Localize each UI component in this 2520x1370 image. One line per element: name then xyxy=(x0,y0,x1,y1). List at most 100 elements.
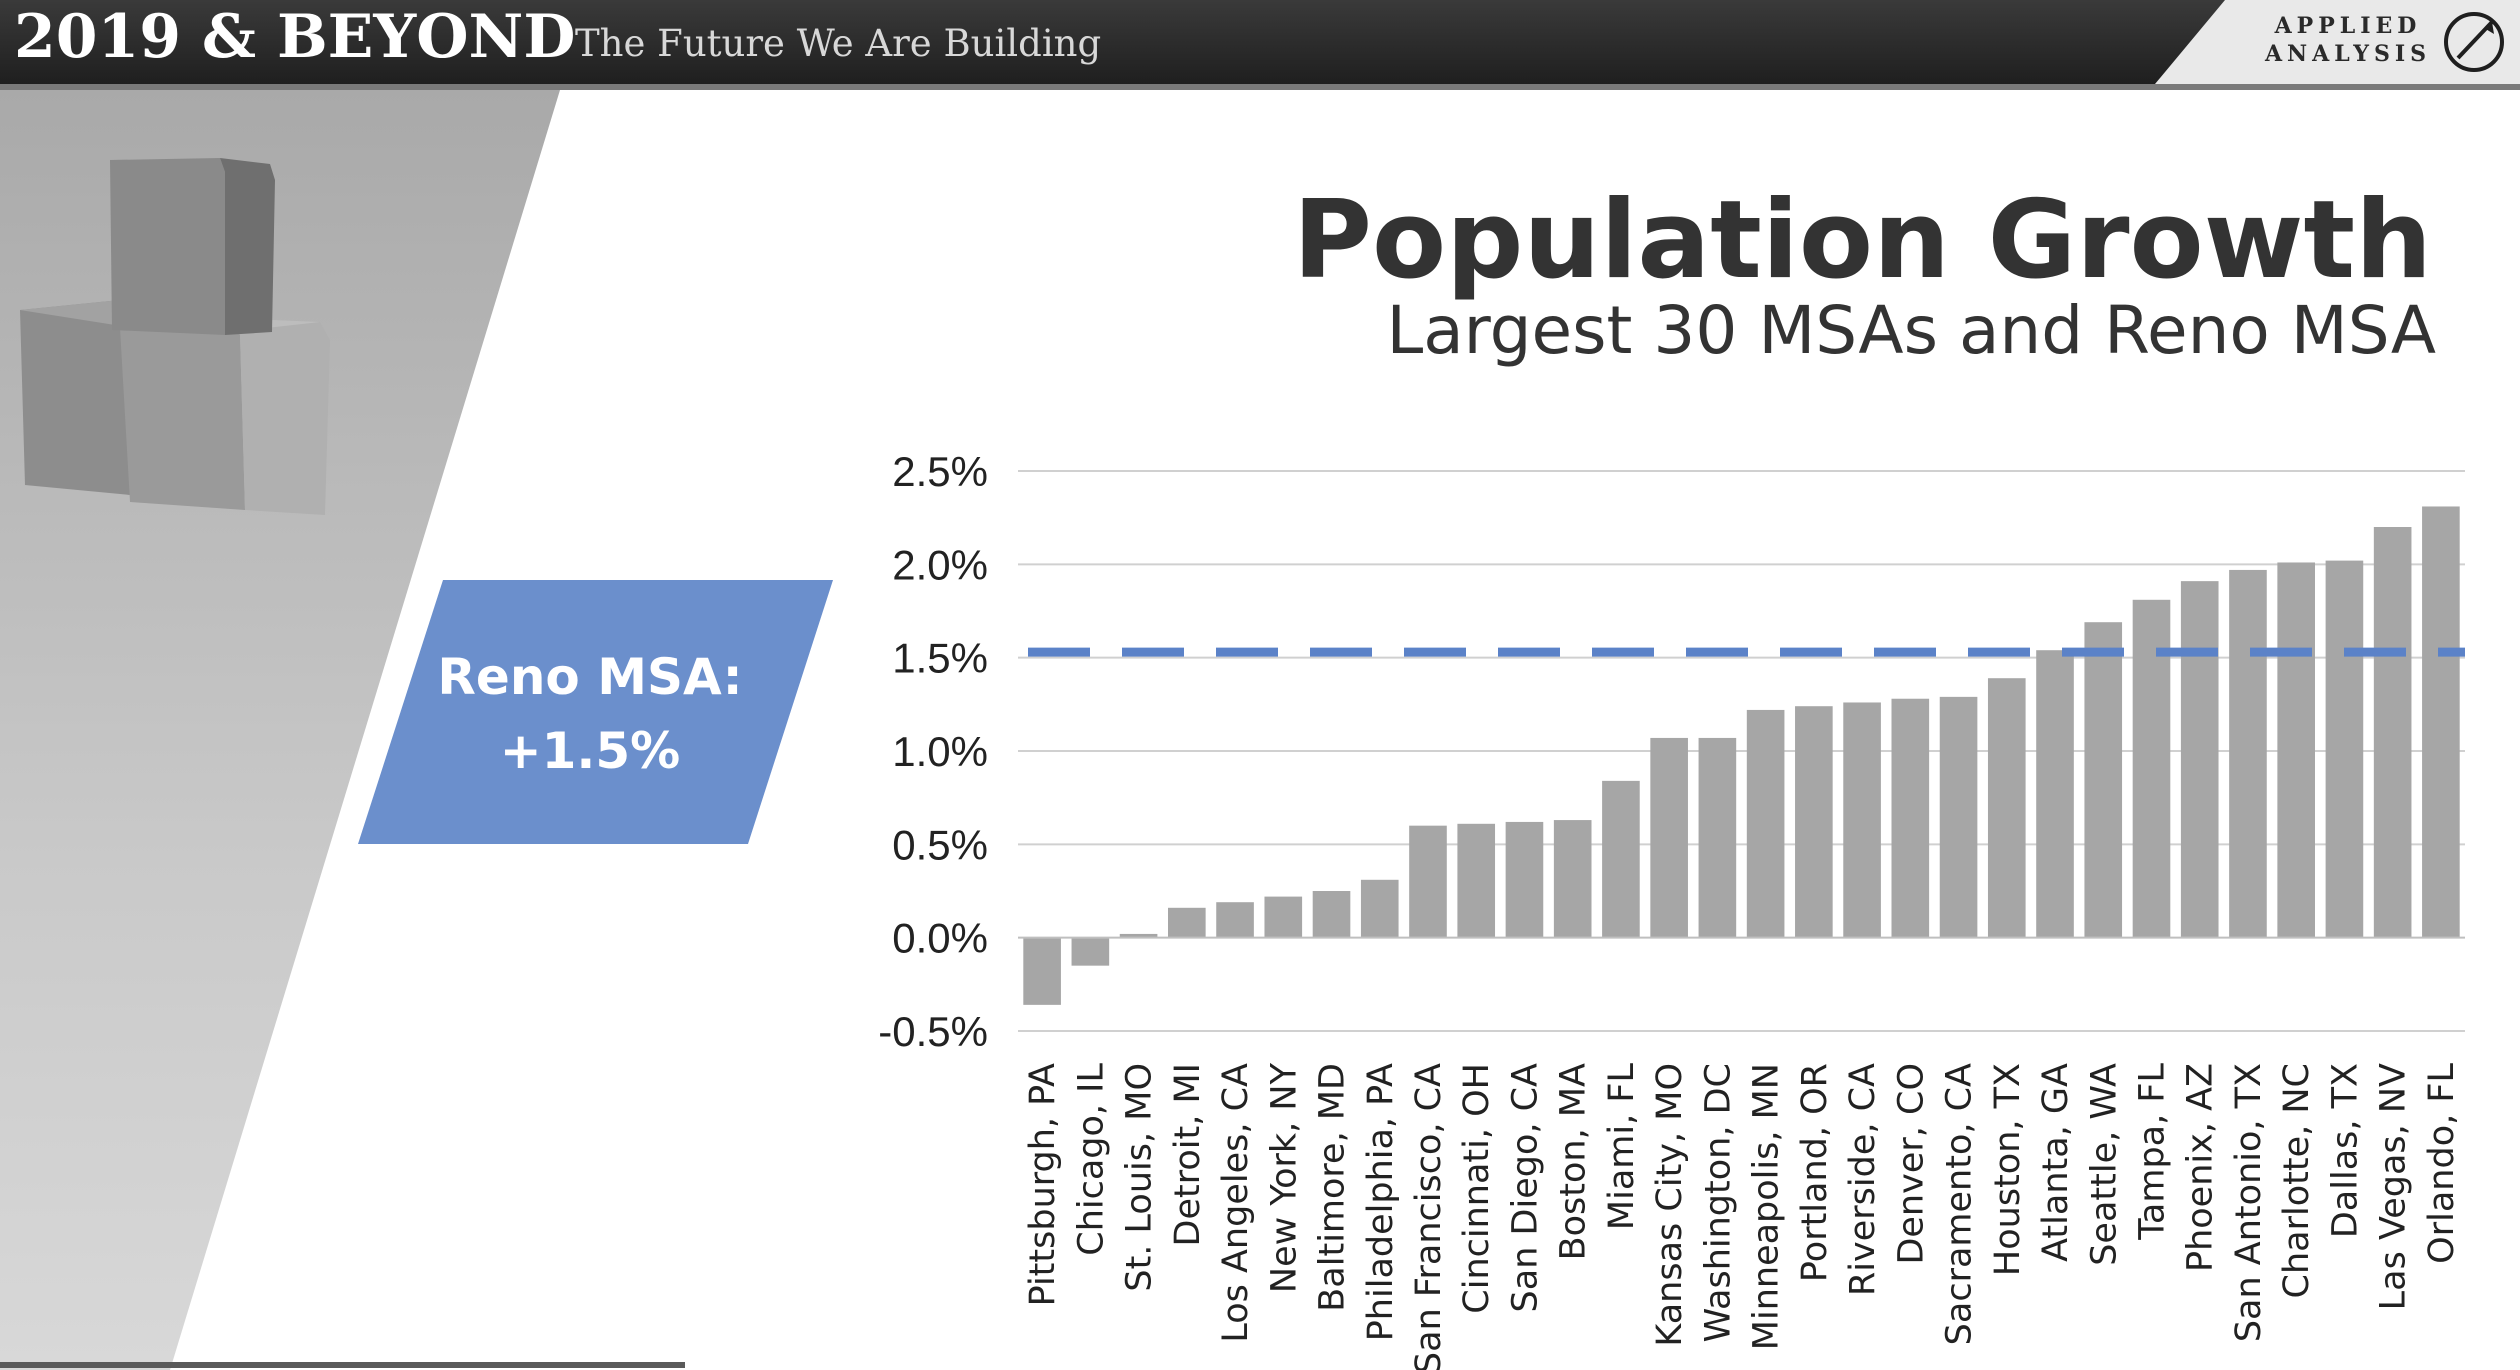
reno-msa-label: Reno MSA: xyxy=(437,648,743,706)
x-tick-label: Kansas City, MO xyxy=(1650,1063,1690,1347)
reno-msa-callout xyxy=(358,580,833,844)
x-tick-label-group: Cincinnati, OH xyxy=(1457,1063,1497,1314)
x-tick-label-group: Houston, TX xyxy=(1988,1063,2028,1276)
brand-title: 2019 & BEYOND xyxy=(14,2,576,72)
bar xyxy=(2180,581,2219,938)
y-tick-label: 2.0% xyxy=(892,541,988,588)
x-tick-label: Los Angeles, CA xyxy=(1216,1063,1256,1343)
x-tick-label: Miami, FL xyxy=(1602,1063,1642,1231)
x-tick-label: Tampa, FL xyxy=(2132,1063,2172,1241)
x-tick-label: San Diego, CA xyxy=(1505,1063,1545,1313)
bar xyxy=(1119,933,1158,938)
logo-wordmark: APPLIED ANALYSIS xyxy=(2248,12,2448,68)
x-tick-label-group: New York, NY xyxy=(1264,1062,1304,1293)
bar xyxy=(2229,569,2267,938)
bar xyxy=(2373,527,2412,938)
y-tick-label: 2.5% xyxy=(892,448,988,495)
x-tick-label: Charlotte, NC xyxy=(2277,1063,2317,1298)
x-tick-label-group: Boston, MA xyxy=(1554,1063,1594,1260)
x-tick-label: Dallas, TX xyxy=(2325,1063,2365,1238)
x-tick-label: New York, NY xyxy=(1264,1062,1304,1293)
x-tick-label: Las Vegas, NV xyxy=(2374,1063,2414,1310)
bar xyxy=(1746,709,1785,938)
x-tick-label-group: San Diego, CA xyxy=(1505,1063,1545,1313)
x-tick-label-group: Riverside, CA xyxy=(1843,1063,1883,1296)
bar xyxy=(1168,907,1206,938)
x-tick-label: Cincinnati, OH xyxy=(1457,1063,1497,1314)
x-tick-label-group: Seattle, WA xyxy=(2084,1063,2124,1266)
x-tick-label: Chicago, IL xyxy=(1071,1063,1111,1256)
bar xyxy=(1264,896,1303,938)
bar xyxy=(1071,937,1110,966)
x-tick-label: Detroit, MI xyxy=(1168,1063,1208,1246)
bar xyxy=(1457,823,1496,938)
x-tick-label: Boston, MA xyxy=(1554,1063,1594,1260)
y-tick-label: 1.0% xyxy=(892,728,988,775)
x-tick-label: Riverside, CA xyxy=(1843,1063,1883,1296)
bar xyxy=(2036,650,2074,938)
bar xyxy=(1939,696,1978,938)
x-tick-label-group: Denver, CO xyxy=(1891,1063,1931,1265)
bar xyxy=(1795,706,1833,938)
bar xyxy=(1553,820,1592,938)
bar xyxy=(1312,891,1351,938)
x-tick-label-group: Atlanta, GA xyxy=(2036,1063,2076,1262)
x-tick-label: Portland, OR xyxy=(1795,1063,1835,1282)
x-tick-label-group: Phoenix, AZ xyxy=(2181,1063,2221,1272)
x-tick-label-group: Kansas City, MO xyxy=(1650,1063,1690,1347)
x-tick-label-group: Philadelphia, PA xyxy=(1361,1063,1401,1341)
x-tick-label-group: Charlotte, NC xyxy=(2277,1063,2317,1298)
x-tick-label-group: Baltimore, MD xyxy=(1313,1063,1353,1312)
y-tick-label: 0.5% xyxy=(892,821,988,868)
header-bar: 2019 & BEYOND The Future We Are Building xyxy=(0,0,2520,90)
bar xyxy=(1360,879,1399,938)
y-tick-label: 0.0% xyxy=(892,915,988,962)
bar xyxy=(1023,937,1061,1005)
brand-tagline: The Future We Are Building xyxy=(575,22,1102,65)
x-tick-label: St. Louis, MO xyxy=(1120,1063,1160,1292)
bar xyxy=(1409,825,1447,938)
x-tick-label: Washington, DC xyxy=(1698,1063,1738,1342)
bar xyxy=(2325,560,2364,938)
x-tick-label-group: Chicago, IL xyxy=(1071,1063,1111,1256)
x-tick-label: San Antonio, TX xyxy=(2229,1063,2269,1342)
x-tick-label-group: Sacramento, CA xyxy=(1940,1063,1980,1345)
x-tick-label-group: Orlando, FL xyxy=(2422,1063,2462,1264)
logo-circle-icon xyxy=(2444,12,2504,72)
x-tick-label-group: Washington, DC xyxy=(1698,1063,1738,1342)
chart-title: Population Growth xyxy=(1292,178,2432,303)
y-tick-label: 1.5% xyxy=(892,635,988,682)
bar xyxy=(1891,698,1930,938)
x-tick-label-group: Detroit, MI xyxy=(1168,1063,1208,1246)
population-growth-bar-chart: -0.5% 0.0% 0.5% 1.0% 1.5% 2.0% 2.5% Pittsburgh,… xyxy=(878,448,2465,1370)
bar xyxy=(1602,780,1640,938)
stacked-cubes-image xyxy=(20,158,330,515)
x-tick-label-group: Miami, FL xyxy=(1602,1063,1642,1231)
x-tick-label-group: San Antonio, TX xyxy=(2229,1063,2269,1342)
bar xyxy=(1843,702,1881,938)
bar xyxy=(1505,821,1544,938)
y-tick-label: -0.5% xyxy=(878,1008,988,1055)
x-tick-label: San Francisco, CA xyxy=(1409,1063,1449,1370)
bar xyxy=(2422,506,2460,938)
logo-plate xyxy=(2155,0,2520,84)
x-tick-label: Philadelphia, PA xyxy=(1361,1063,1401,1341)
x-tick-label: Orlando, FL xyxy=(2422,1063,2462,1264)
x-tick-label: Atlanta, GA xyxy=(2036,1063,2076,1262)
reno-msa-value: +1.5% xyxy=(499,722,681,780)
x-tick-label-group: St. Louis, MO xyxy=(1120,1063,1160,1292)
x-tick-label-group: Las Vegas, NV xyxy=(2374,1063,2414,1310)
footer-rule xyxy=(0,1362,685,1368)
x-tick-label-group: Los Angeles, CA xyxy=(1216,1063,1256,1343)
bar xyxy=(1216,902,1254,938)
x-tick-label: Phoenix, AZ xyxy=(2181,1063,2221,1272)
reno-msa-callout-text: Reno MSA: +1.5% xyxy=(430,640,750,788)
bar xyxy=(1987,678,2026,938)
x-tick-label: Houston, TX xyxy=(1988,1063,2028,1276)
x-tick-label: Seattle, WA xyxy=(2084,1063,2124,1266)
x-tick-label: Denver, CO xyxy=(1891,1063,1931,1265)
bar xyxy=(2084,622,2123,938)
x-tick-label: Baltimore, MD xyxy=(1313,1063,1353,1312)
chart-subtitle: Largest 30 MSAs and Reno MSA xyxy=(1386,292,2436,369)
logo-line-2: ANALYSIS xyxy=(2264,41,2432,67)
